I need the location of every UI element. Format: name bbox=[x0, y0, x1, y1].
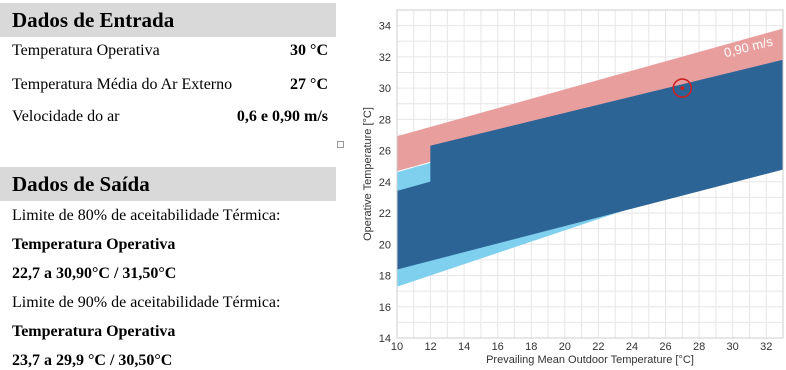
input-value: 30 °C bbox=[290, 42, 328, 59]
x-tick-label: 10 bbox=[391, 341, 403, 353]
chart-frame bbox=[396, 9, 784, 339]
chart-marker bbox=[672, 78, 693, 98]
output-data-header: Dados de Saída bbox=[0, 167, 336, 201]
input-label: Velocidade do ar bbox=[12, 108, 120, 125]
output-line-90-limit: Limite de 90% de aceitabilidade Térmica: bbox=[12, 294, 281, 311]
marker-ring bbox=[672, 78, 693, 98]
y-tick-label: 34 bbox=[379, 21, 391, 33]
x-tick-label: 26 bbox=[659, 341, 671, 353]
marker-dot bbox=[680, 86, 685, 91]
x-tick-label: 16 bbox=[492, 341, 504, 353]
output-line-90-range: 23,7 a 29,9 °C / 30,50°C bbox=[12, 352, 173, 369]
input-data-header: Dados de Entrada bbox=[0, 3, 336, 37]
x-tick-label: 30 bbox=[727, 341, 739, 353]
x-tick-label: 22 bbox=[592, 341, 604, 353]
x-axis-label: Prevailing Mean Outdoor Temperature [°C] bbox=[486, 354, 694, 366]
y-tick-label: 24 bbox=[379, 177, 391, 189]
output-line-80-range: 22,7 a 30,90°C / 31,50°C bbox=[12, 265, 177, 282]
input-data-title: Dados de Entrada bbox=[12, 8, 175, 32]
resize-handle[interactable] bbox=[337, 141, 344, 148]
x-tick-label: 20 bbox=[559, 341, 571, 353]
output-data-title: Dados de Saída bbox=[12, 172, 150, 196]
output-line-80-limit: Limite de 80% de aceitabilidade Térmica: bbox=[12, 207, 281, 224]
chart-ticks: 10 12 14 16 18 20 22 24 26 28 30 32 14 16 18 20 22 24 26 28… bbox=[379, 21, 773, 353]
comfort-chart: 10 12 14 16 18 20 22 24 26 28 30 32 14 16 18 20 22 24 26 28… bbox=[362, 9, 784, 366]
x-tick-label: 18 bbox=[525, 341, 537, 353]
input-value: 0,6 e 0,90 m/s bbox=[236, 108, 328, 125]
x-tick-label: 28 bbox=[693, 341, 705, 353]
y-tick-label: 18 bbox=[379, 271, 391, 283]
y-tick-label: 16 bbox=[379, 302, 391, 314]
y-tick-label: 32 bbox=[379, 52, 391, 64]
output-line-operative-temp: Temperatura Operativa bbox=[12, 236, 176, 253]
y-tick-label: 22 bbox=[379, 208, 391, 220]
plot-border bbox=[396, 9, 784, 339]
y-tick-label: 26 bbox=[379, 146, 391, 158]
chart-bands bbox=[396, 28, 784, 287]
y-tick-label: 20 bbox=[379, 239, 391, 251]
x-tick-label: 32 bbox=[760, 341, 772, 353]
y-tick-label: 28 bbox=[379, 114, 391, 126]
left-panel: Dados de Entrada Temperatura Operativa 3… bbox=[0, 0, 340, 369]
x-tick-label: 12 bbox=[424, 341, 436, 353]
x-tick-label: 24 bbox=[626, 341, 638, 353]
input-label: Temperatura Operativa bbox=[12, 42, 160, 59]
input-value: 27 °C bbox=[290, 76, 328, 93]
input-label: Temperatura Média do Ar Externo bbox=[12, 76, 233, 93]
x-tick-label: 14 bbox=[458, 341, 470, 353]
output-line-operative-temp-2: Temperatura Operativa bbox=[12, 323, 176, 340]
y-tick-label: 30 bbox=[379, 83, 391, 95]
y-tick-label: 14 bbox=[379, 333, 391, 345]
y-axis-label: Operative Temperature [°C] bbox=[362, 107, 374, 241]
